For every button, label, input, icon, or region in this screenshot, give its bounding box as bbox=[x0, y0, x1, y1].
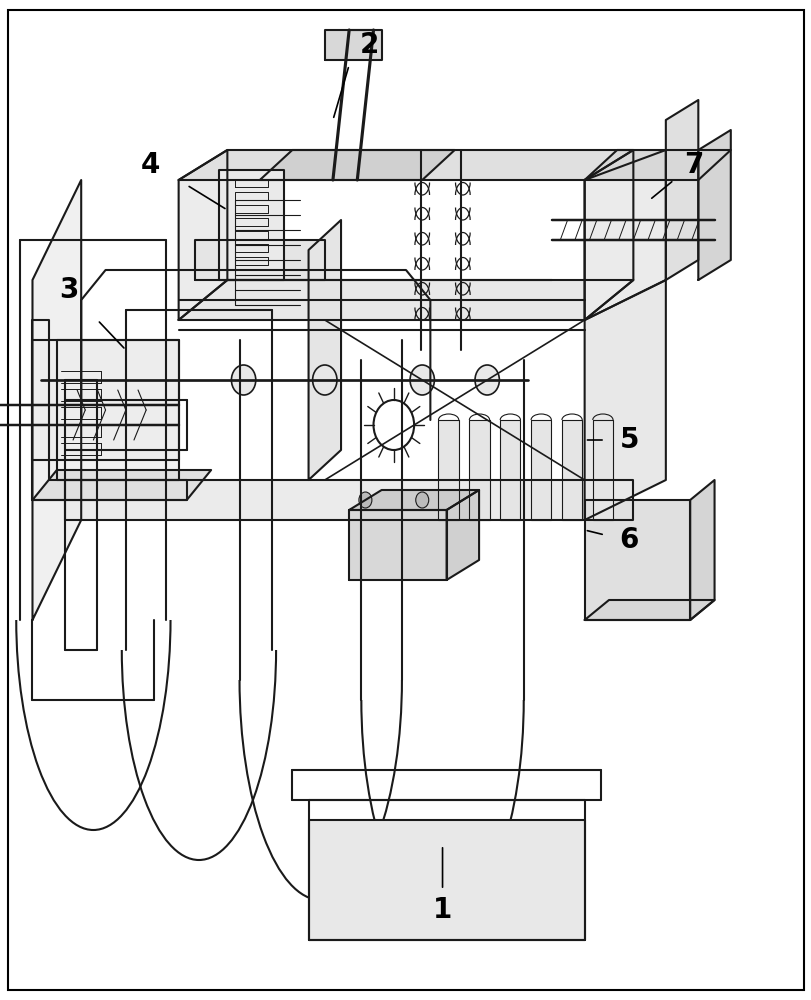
Polygon shape bbox=[530, 420, 551, 520]
Polygon shape bbox=[584, 150, 730, 180]
Polygon shape bbox=[178, 150, 633, 180]
Text: 3: 3 bbox=[59, 276, 79, 304]
Polygon shape bbox=[32, 470, 211, 500]
Polygon shape bbox=[446, 490, 478, 580]
Polygon shape bbox=[689, 480, 714, 620]
Text: 4: 4 bbox=[140, 151, 160, 179]
Polygon shape bbox=[584, 280, 665, 520]
Polygon shape bbox=[584, 150, 665, 320]
Polygon shape bbox=[308, 820, 584, 940]
Polygon shape bbox=[195, 240, 324, 280]
Polygon shape bbox=[438, 420, 458, 520]
Polygon shape bbox=[584, 150, 633, 320]
Polygon shape bbox=[178, 150, 227, 320]
Polygon shape bbox=[584, 600, 714, 620]
Polygon shape bbox=[260, 150, 454, 180]
Circle shape bbox=[474, 365, 499, 395]
Polygon shape bbox=[592, 420, 612, 520]
Polygon shape bbox=[324, 30, 381, 60]
Polygon shape bbox=[178, 280, 633, 320]
Polygon shape bbox=[584, 500, 689, 620]
Text: 6: 6 bbox=[619, 526, 638, 554]
Polygon shape bbox=[32, 180, 81, 620]
Polygon shape bbox=[349, 490, 478, 510]
Circle shape bbox=[358, 492, 371, 508]
Circle shape bbox=[410, 365, 434, 395]
Polygon shape bbox=[469, 420, 489, 520]
Text: 5: 5 bbox=[619, 426, 638, 454]
Circle shape bbox=[231, 365, 255, 395]
Polygon shape bbox=[65, 480, 633, 520]
Text: 1: 1 bbox=[432, 896, 452, 924]
Polygon shape bbox=[349, 510, 446, 580]
Circle shape bbox=[415, 492, 428, 508]
Polygon shape bbox=[561, 420, 581, 520]
Polygon shape bbox=[697, 130, 730, 280]
Polygon shape bbox=[500, 420, 520, 520]
Circle shape bbox=[312, 365, 337, 395]
Polygon shape bbox=[665, 100, 697, 280]
Text: 7: 7 bbox=[684, 151, 703, 179]
Polygon shape bbox=[308, 220, 341, 480]
Polygon shape bbox=[219, 170, 284, 280]
Polygon shape bbox=[32, 340, 178, 460]
Text: 2: 2 bbox=[359, 31, 379, 59]
Polygon shape bbox=[57, 340, 178, 480]
